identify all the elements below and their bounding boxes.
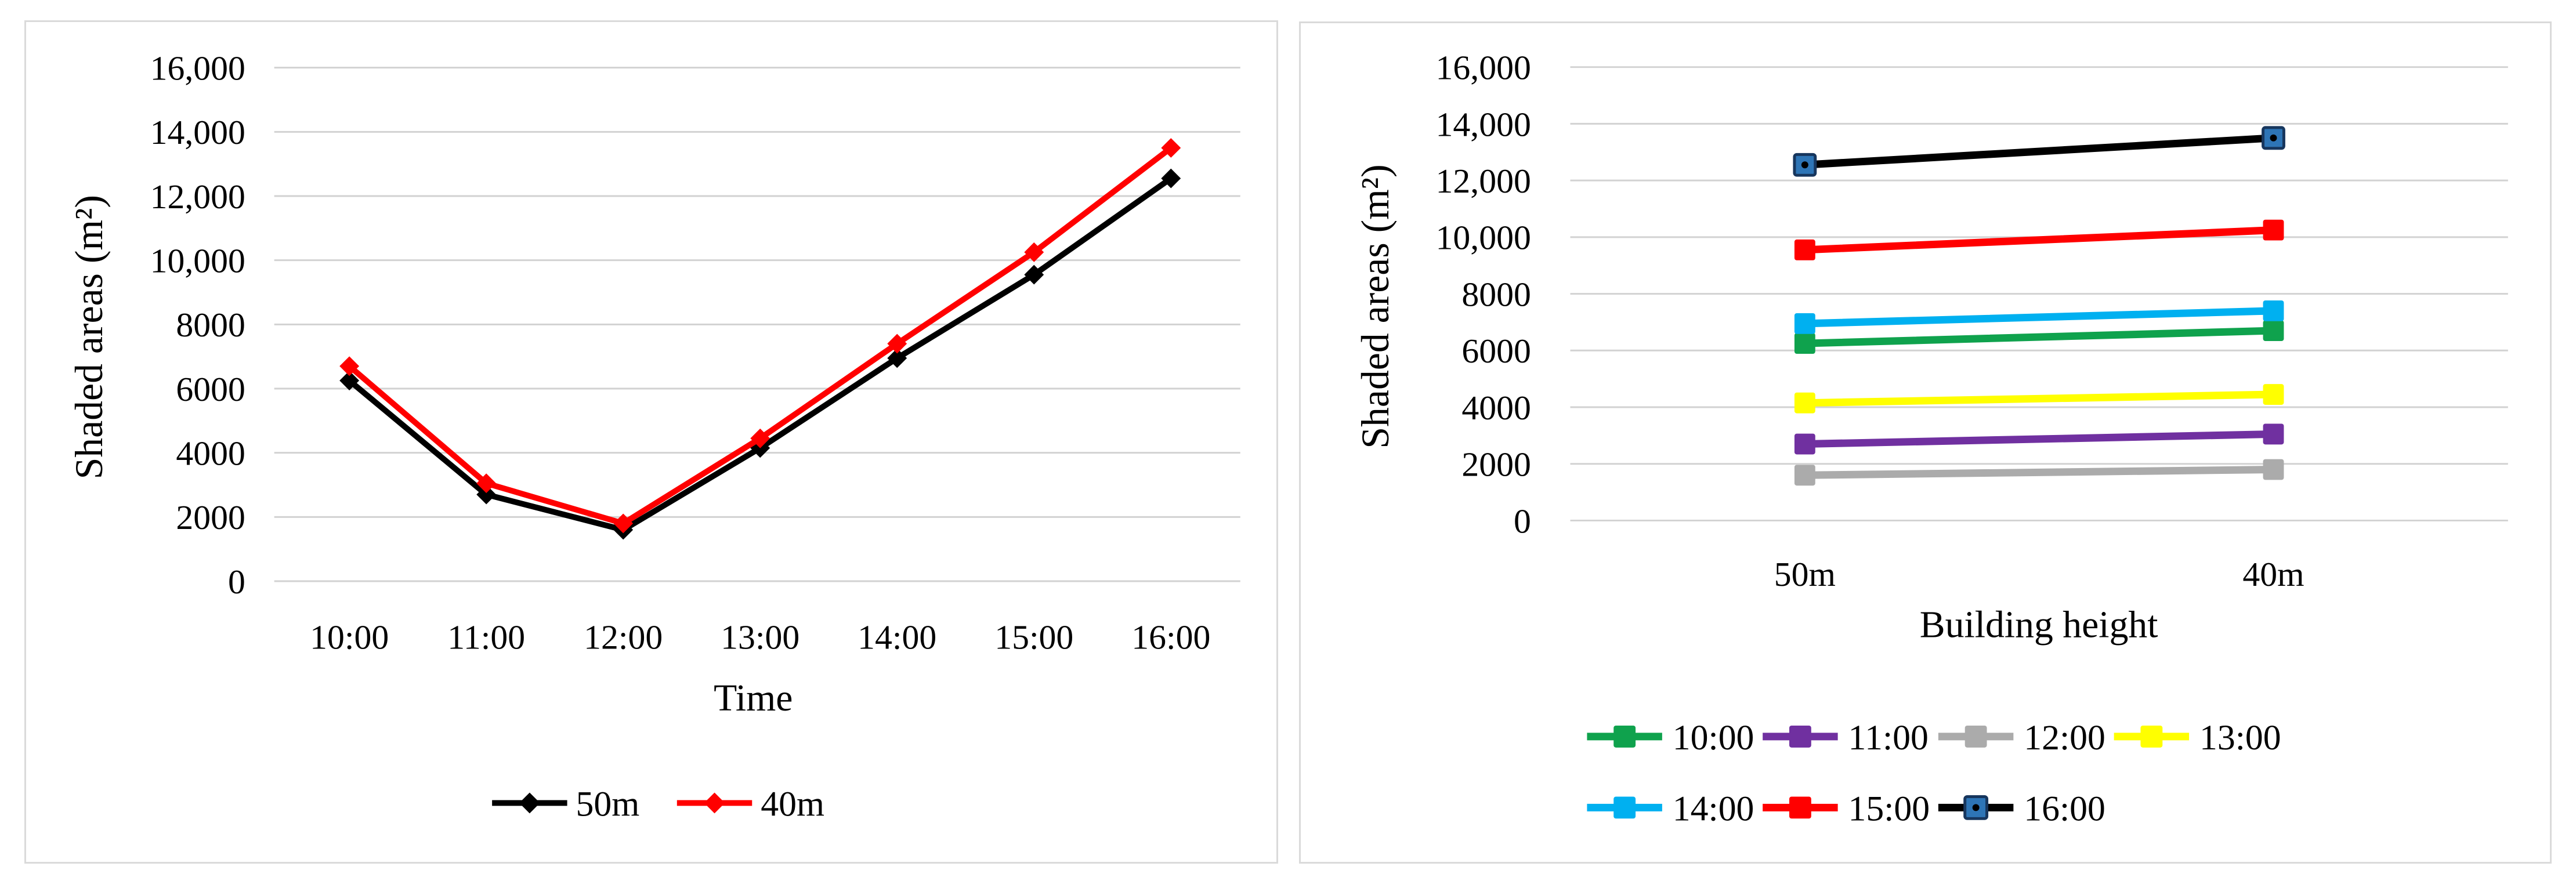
x-tick-label: 50m xyxy=(1774,555,1836,593)
y-tick-label: 14,000 xyxy=(1436,105,1531,143)
legend-item-15:00: 15:00 xyxy=(1763,789,1930,828)
data-point-marker xyxy=(1794,313,1815,334)
data-point-marker xyxy=(1794,333,1815,354)
data-point-marker xyxy=(2263,300,2284,321)
data-point-marker xyxy=(1024,242,1044,262)
legend-label: 11:00 xyxy=(1848,718,1929,757)
y-tick-label: 10,000 xyxy=(150,242,245,280)
x-tick-label: 16:00 xyxy=(1131,618,1210,657)
data-point-marker-dot xyxy=(2270,134,2277,142)
y-tick-label: 16,000 xyxy=(150,49,245,88)
legend-label: 12:00 xyxy=(2024,718,2105,757)
y-axis-title: Shaded areas (m²) xyxy=(67,195,111,479)
legend-item-13:00: 13:00 xyxy=(2114,718,2281,757)
data-point-marker xyxy=(1613,796,1636,819)
data-point-marker xyxy=(2140,725,2163,748)
data-point-marker xyxy=(613,513,634,534)
legend-item-10:00: 10:00 xyxy=(1587,718,1754,757)
data-point-marker xyxy=(704,792,725,814)
legend-item-14:00: 14:00 xyxy=(1587,789,1754,828)
data-point-marker xyxy=(750,428,770,448)
y-tick-label: 4000 xyxy=(176,434,245,473)
time-vs-shaded-area-line-chart: 16,000 14,000 12,000 10,000 8000 6000 4000 2000… xyxy=(67,49,1240,824)
legend-label: 10:00 xyxy=(1673,718,1754,757)
left-chart-panel: 16,000 14,000 12,000 10,000 8000 6000 4000 2000… xyxy=(24,20,1278,864)
y-tick-label: 8000 xyxy=(1461,275,1531,313)
right-chart-panel: 16,000 14,000 12,000 10,000 8000 6000 4000 2000… xyxy=(1299,21,2552,864)
y-tick-label: 0 xyxy=(1514,502,1531,540)
data-point-marker xyxy=(887,348,907,368)
data-point-marker xyxy=(1794,465,1815,486)
y-tick-label: 6000 xyxy=(176,370,245,408)
y-tick-label: 2000 xyxy=(176,498,245,537)
x-tick-label: 12:00 xyxy=(584,618,663,657)
data-point-marker xyxy=(2263,459,2284,480)
series-line-50m xyxy=(346,175,1174,533)
data-point-marker xyxy=(1794,433,1815,455)
data-point-marker xyxy=(1794,392,1815,414)
legend-label: 40m xyxy=(761,784,824,824)
x-tick-label: 13:00 xyxy=(721,618,799,657)
x-axis-title: Time xyxy=(714,677,793,719)
x-tick-label: 10:00 xyxy=(310,618,389,657)
data-point-marker xyxy=(2263,219,2284,241)
series-line-11:00 xyxy=(1801,430,2277,448)
legend-label: 50m xyxy=(576,784,640,824)
legend-label: 16:00 xyxy=(2024,789,2105,828)
y-tick-label: 2000 xyxy=(1461,445,1531,484)
y-tick-label: 0 xyxy=(228,563,245,601)
y-tick-label: 12,000 xyxy=(150,177,245,216)
y-tick-label: 16,000 xyxy=(1436,49,1531,87)
legend-label: 13:00 xyxy=(2199,718,2281,757)
legend-label: 14:00 xyxy=(1673,789,1754,828)
x-tick-label: 11:00 xyxy=(447,618,525,657)
y-tick-label: 14,000 xyxy=(150,113,245,151)
data-point-marker xyxy=(1161,168,1181,189)
y-tick-label: 12,000 xyxy=(1436,162,1531,200)
data-point-marker xyxy=(2263,320,2284,342)
legend-item-11:00: 11:00 xyxy=(1763,718,1929,757)
data-point-marker xyxy=(887,334,907,354)
data-point-marker-dot xyxy=(1801,161,1808,169)
data-point-marker xyxy=(1789,725,1811,748)
y-tick-label: 4000 xyxy=(1461,389,1531,427)
legend-item-50m: 50m xyxy=(492,784,639,824)
series-line-40m xyxy=(346,145,1174,527)
series-line-15:00 xyxy=(1801,226,2277,254)
y-tick-label: 8000 xyxy=(176,306,245,344)
x-tick-label: 15:00 xyxy=(994,618,1073,657)
legend-item-40m: 40m xyxy=(676,784,824,824)
series-line-10:00 xyxy=(1801,327,2277,347)
y-axis-title: Shaded areas (m²) xyxy=(1354,164,1397,448)
data-point-marker-dot xyxy=(1972,804,1980,811)
legend-item-16:00: 16:00 xyxy=(1938,789,2105,828)
data-point-marker xyxy=(2263,384,2284,405)
data-point-marker xyxy=(476,473,497,494)
x-axis-title: Building height xyxy=(1920,604,2158,646)
x-tick-label: 14:00 xyxy=(858,618,936,657)
data-point-marker xyxy=(519,792,540,814)
data-point-marker xyxy=(1024,264,1044,285)
series-line-13:00 xyxy=(1801,390,2277,407)
series-line-12:00 xyxy=(1801,466,2277,479)
y-tick-label: 10,000 xyxy=(1436,219,1531,257)
legend-label: 15:00 xyxy=(1848,789,1930,828)
data-point-marker xyxy=(1789,796,1811,819)
building-height-vs-shaded-area-line-chart: 16,000 14,000 12,000 10,000 8000 6000 4000 2000… xyxy=(1354,49,2508,828)
data-point-marker xyxy=(1964,725,1987,748)
data-point-marker xyxy=(476,484,497,505)
series-line-14:00 xyxy=(1801,307,2277,328)
data-point-marker xyxy=(2263,423,2284,445)
data-point-marker xyxy=(1794,239,1815,260)
x-tick-label: 40m xyxy=(2242,555,2304,593)
legend-item-12:00: 12:00 xyxy=(1938,718,2105,757)
series-line-16:00 xyxy=(1801,134,2277,169)
data-point-marker xyxy=(1613,725,1636,748)
y-tick-label: 6000 xyxy=(1461,332,1531,370)
